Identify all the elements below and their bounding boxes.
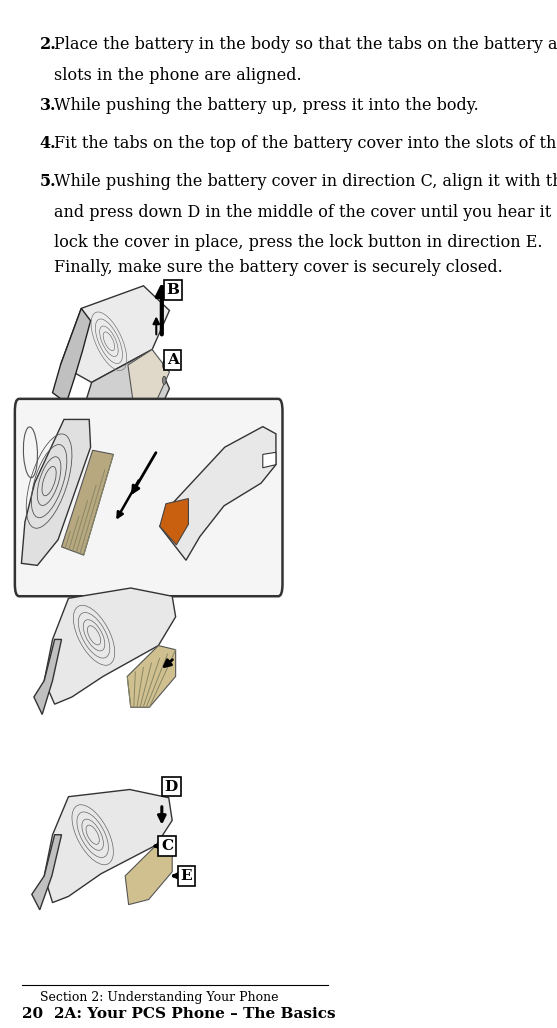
Text: A: A: [167, 353, 179, 367]
Polygon shape: [32, 835, 61, 910]
Polygon shape: [160, 427, 276, 560]
Polygon shape: [263, 452, 276, 468]
FancyBboxPatch shape: [15, 399, 282, 596]
Text: Finally, make sure the battery cover is securely closed.: Finally, make sure the battery cover is …: [53, 259, 502, 277]
Text: lock the cover in place, press the lock button in direction E.: lock the cover in place, press the lock …: [53, 234, 542, 252]
Text: and press down D in the middle of the cover until you hear it catch. To: and press down D in the middle of the co…: [53, 204, 557, 221]
Polygon shape: [125, 845, 172, 905]
Polygon shape: [44, 790, 172, 903]
Polygon shape: [21, 419, 91, 565]
Text: While pushing the battery up, press it into the body.: While pushing the battery up, press it i…: [53, 97, 478, 114]
Text: 2A: Your PCS Phone – The Basics: 2A: Your PCS Phone – The Basics: [53, 1007, 335, 1022]
Text: D: D: [164, 779, 178, 794]
Polygon shape: [34, 639, 61, 714]
Text: 5.: 5.: [40, 173, 56, 190]
Text: B: B: [167, 283, 180, 297]
Text: 3.: 3.: [40, 97, 56, 114]
Polygon shape: [52, 308, 91, 403]
Text: 4.: 4.: [40, 135, 56, 152]
Text: Section 2: Understanding Your Phone: Section 2: Understanding Your Phone: [40, 991, 278, 1004]
Text: 20: 20: [22, 1007, 43, 1022]
Text: Place the battery in the body so that the tabs on the battery and the: Place the battery in the body so that th…: [53, 36, 557, 53]
Text: slots in the phone are aligned.: slots in the phone are aligned.: [53, 67, 301, 84]
Ellipse shape: [163, 376, 166, 384]
Text: C: C: [161, 839, 173, 853]
Text: 2.: 2.: [40, 36, 56, 53]
Text: E: E: [180, 869, 192, 883]
Text: While pushing the battery cover in direction C, align it with the body: While pushing the battery cover in direc…: [53, 173, 557, 190]
Text: Fit the tabs on the top of the battery cover into the slots of the body.: Fit the tabs on the top of the battery c…: [53, 135, 557, 152]
Polygon shape: [128, 350, 169, 409]
Polygon shape: [61, 450, 114, 555]
Ellipse shape: [163, 361, 166, 369]
Polygon shape: [61, 286, 169, 382]
Polygon shape: [44, 588, 175, 704]
Polygon shape: [160, 499, 188, 545]
Polygon shape: [80, 350, 169, 444]
Polygon shape: [127, 646, 175, 707]
